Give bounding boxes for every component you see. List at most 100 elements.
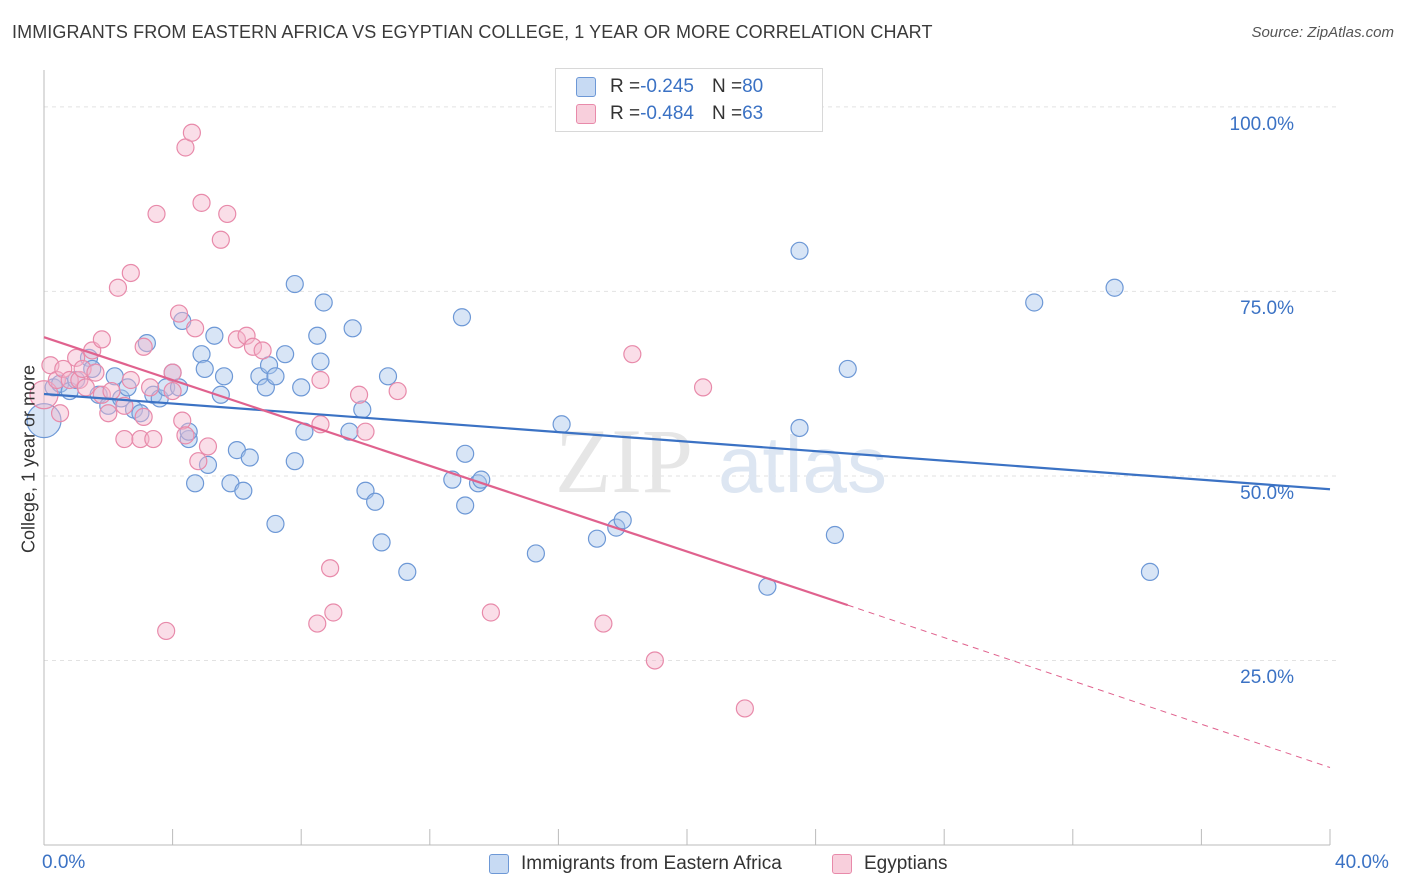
data-point-immigrants [372,533,391,552]
data-point-egyptians [157,621,176,641]
data-point-immigrants [1105,278,1124,297]
data-point-egyptians [134,337,153,356]
legend-label-egyptians: Egyptians [864,853,948,874]
data-point-egyptians [144,429,163,449]
data-point-immigrants [26,402,62,439]
data-point-egyptians [147,204,166,224]
axes [43,70,1331,846]
data-point-egyptians [70,370,89,390]
trend-line-egyptians-extension [847,604,1331,768]
legend-item-immigrants[interactable]: Immigrants from Eastern Africa [489,852,782,876]
data-point-immigrants [1140,562,1160,582]
data-point-egyptians [735,699,754,718]
data-point-immigrants [240,448,259,467]
data-point-immigrants [456,496,475,515]
data-point-egyptians [102,381,121,401]
data-point-immigrants [205,326,224,345]
data-point-egyptians [356,422,375,441]
data-point-egyptians [189,452,208,471]
r-label: R = [610,103,641,124]
data-point-egyptians [173,411,192,430]
data-point-egyptians [86,363,105,382]
y-tick-label: 100.0% [1229,113,1294,135]
data-point-egyptians [349,385,369,404]
data-point-immigrants [456,444,475,463]
data-point-immigrants [838,359,857,379]
data-point-immigrants [192,345,211,364]
data-point-egyptians [243,337,263,356]
data-point-immigrants [195,359,214,379]
data-point-immigrants [234,481,253,500]
data-point-immigrants [285,274,304,294]
data-point-immigrants [314,293,333,312]
data-point-immigrants [378,367,398,386]
data-point-egyptians [67,348,86,367]
data-point-egyptians [131,429,150,449]
legend-swatch-pink [576,104,596,124]
legend-swatch-blue [489,854,509,874]
r-value: -0.484 [640,103,694,124]
data-point-immigrants [825,525,844,545]
data-point-egyptians [693,378,713,397]
data-point-immigrants [452,308,472,327]
data-point-egyptians [47,370,66,390]
data-point-egyptians [645,651,664,670]
n-value: 63 [742,103,764,124]
y-tick-label: 50.0% [1240,482,1294,504]
data-point-egyptians [169,304,189,323]
chart-title: IMMIGRANTS FROM EASTERN AFRICA VS EGYPTI… [12,22,933,42]
data-point-immigrants [266,514,285,534]
data-point-egyptians [182,123,201,142]
legend-item-egyptians[interactable]: Egyptians [832,852,947,876]
x-tick-label-max: 40.0% [1335,852,1389,873]
data-point-egyptians [211,230,230,249]
n-value: 80 [742,76,764,97]
data-point-egyptians [76,378,95,397]
data-point-egyptians [198,437,218,456]
data-point-immigrants [366,492,385,511]
data-point-immigrants [186,474,205,493]
data-point-egyptians [50,404,70,423]
data-point-egyptians [108,278,128,297]
data-point-egyptians [186,319,205,338]
watermark-atlas: atlas [718,420,887,509]
data-point-immigrants [526,544,545,563]
watermark-zip: ZIP [555,410,693,512]
stats-legend-row-egyptians: R = -0.484 N = 63 [576,102,763,126]
trend-line-immigrants [43,392,1331,491]
data-point-immigrants [552,415,571,434]
data-point-egyptians [321,559,340,578]
data-point-immigrants [1025,293,1044,312]
data-point-immigrants [790,241,809,260]
data-point-egyptians [115,429,134,449]
data-point-immigrants [214,367,234,386]
data-point-immigrants [211,385,230,404]
data-point-immigrants [613,511,632,530]
data-point-egyptians [115,396,134,415]
data-point-egyptians [121,263,140,283]
data-point-immigrants [790,418,809,438]
y-tick-label: 25.0% [1240,667,1294,689]
data-point-egyptians [308,614,327,633]
series-egyptians-points [29,123,754,718]
r-value: -0.245 [640,76,694,97]
data-point-egyptians [253,341,272,360]
data-point-immigrants [266,367,285,386]
legend-swatch-pink [832,854,852,874]
data-point-immigrants [353,400,372,419]
data-point-egyptians [388,381,407,401]
data-point-egyptians [92,330,111,349]
x-tick-label-min: 0.0% [42,852,86,873]
data-point-immigrants [198,455,218,474]
data-point-egyptians [237,326,256,345]
data-point-egyptians [121,370,140,390]
data-point-egyptians [134,407,153,427]
stats-legend-row-immigrants: R = -0.245 N = 80 [576,75,763,99]
data-point-immigrants [587,529,607,548]
series-immigrants-points [26,241,1160,596]
data-point-immigrants [285,452,304,471]
data-point-immigrants [398,562,417,582]
data-point-immigrants [343,319,362,338]
data-point-egyptians [163,381,182,401]
